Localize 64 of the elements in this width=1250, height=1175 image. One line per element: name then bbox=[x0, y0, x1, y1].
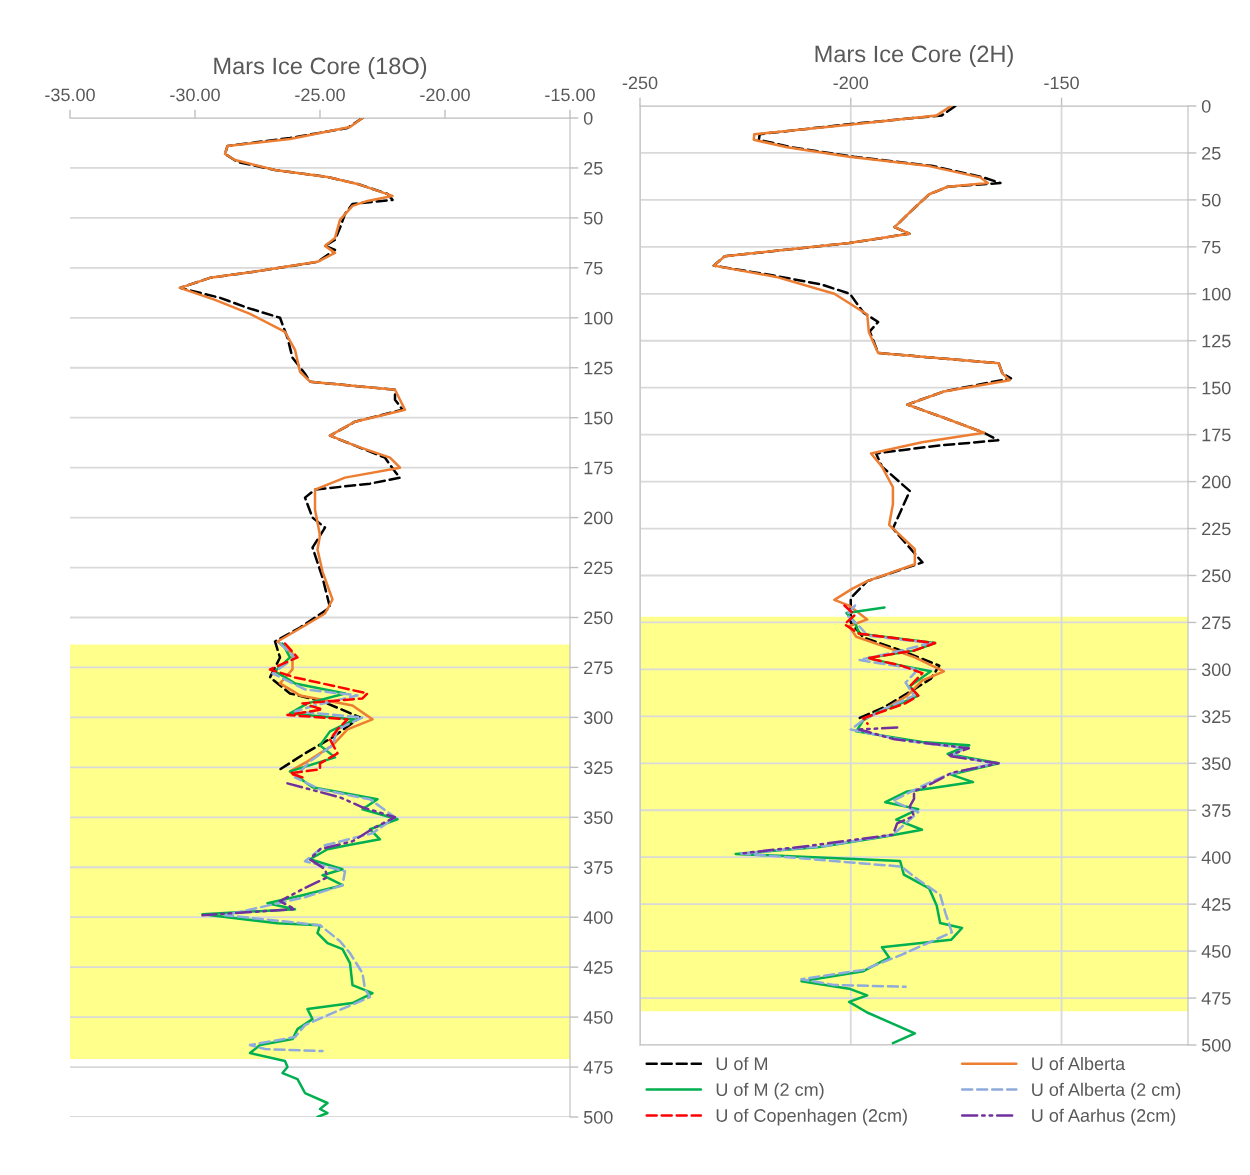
y-tick-label: 325 bbox=[1201, 710, 1231, 724]
y-tick-label: 475 bbox=[583, 1061, 613, 1074]
y-tick-label: 300 bbox=[583, 711, 613, 725]
x-tick-label: -30.00 bbox=[170, 88, 220, 102]
line-series bbox=[739, 604, 996, 989]
y-tick-label: 425 bbox=[583, 961, 613, 974]
legend-label: U of M (2 cm) bbox=[716, 1082, 824, 1100]
y-tick-label: 75 bbox=[584, 261, 603, 275]
x-tick-label: -200 bbox=[833, 76, 869, 90]
line-series bbox=[223, 642, 397, 1053]
y-tick-label: 275 bbox=[1202, 616, 1231, 630]
y-tick-label: 350 bbox=[583, 811, 613, 825]
legend-label: U of Aarhus (2cm) bbox=[1032, 1108, 1176, 1126]
y-tick-label: 50 bbox=[1201, 193, 1221, 207]
x-tick-label: -15.00 bbox=[545, 88, 595, 102]
y-tick-label: 75 bbox=[1202, 240, 1221, 254]
y-tick-label: 400 bbox=[583, 911, 613, 924]
y-tick-label: 450 bbox=[583, 1011, 613, 1024]
y-tick-label: 100 bbox=[1202, 287, 1231, 301]
y-tick-label: 400 bbox=[1201, 851, 1231, 864]
y-tick-label: 425 bbox=[1201, 898, 1231, 911]
y-tick-label: 375 bbox=[583, 861, 613, 874]
y-tick-label: 325 bbox=[583, 761, 613, 775]
y-tick-label: 225 bbox=[584, 561, 613, 575]
chart-title: Mars Ice Core (18O) bbox=[214, 56, 427, 79]
y-tick-label: 0 bbox=[583, 111, 593, 125]
y-tick-label: 100 bbox=[584, 311, 613, 325]
y-tick-label: 375 bbox=[1201, 804, 1231, 817]
y-tick-label: 0 bbox=[1201, 99, 1211, 113]
x-tick-label: -150 bbox=[1044, 76, 1079, 90]
line-series bbox=[201, 782, 397, 917]
y-tick-label: 275 bbox=[584, 661, 613, 675]
legend-label: U of M bbox=[716, 1056, 768, 1071]
y-tick-label: 300 bbox=[1201, 663, 1231, 677]
y-tick-label: 225 bbox=[1202, 522, 1231, 536]
line-series bbox=[739, 726, 1000, 855]
x-tick-label: -25.00 bbox=[295, 88, 345, 102]
y-tick-label: 475 bbox=[1201, 992, 1231, 1005]
y-tick-label: 200 bbox=[1202, 475, 1231, 489]
y-tick-label: 150 bbox=[584, 411, 613, 425]
y-tick-label: 350 bbox=[1201, 757, 1231, 771]
legend-label: U of Alberta (2 cm) bbox=[1032, 1082, 1181, 1100]
y-tick-label: 50 bbox=[583, 211, 603, 225]
x-tick-label: -20.00 bbox=[420, 88, 470, 102]
y-tick-label: 25 bbox=[1202, 146, 1221, 160]
y-tick-label: 250 bbox=[1202, 569, 1231, 583]
y-tick-label: 500 bbox=[1201, 1038, 1231, 1052]
line-series bbox=[268, 642, 369, 779]
y-tick-label: 25 bbox=[584, 161, 603, 175]
chart-title: Mars Ice Core (2H) bbox=[815, 44, 1013, 67]
y-tick-label: 175 bbox=[1202, 428, 1231, 442]
y-tick-label: 125 bbox=[584, 361, 613, 375]
y-tick-label: 250 bbox=[584, 611, 613, 625]
y-tick-label: 500 bbox=[583, 1110, 613, 1124]
y-tick-label: 450 bbox=[1201, 945, 1231, 958]
line-series bbox=[843, 604, 937, 726]
legend-label: U of Alberta bbox=[1032, 1056, 1126, 1071]
legend-label: U of Copenhagen (2cm) bbox=[716, 1108, 907, 1126]
y-tick-label: 150 bbox=[1202, 381, 1231, 395]
y-tick-label: 175 bbox=[584, 461, 613, 475]
x-tick-label: -250 bbox=[622, 76, 658, 90]
y-tick-label: 200 bbox=[584, 511, 613, 525]
y-tick-label: 125 bbox=[1202, 334, 1231, 348]
x-tick-label: -35.00 bbox=[45, 88, 95, 102]
